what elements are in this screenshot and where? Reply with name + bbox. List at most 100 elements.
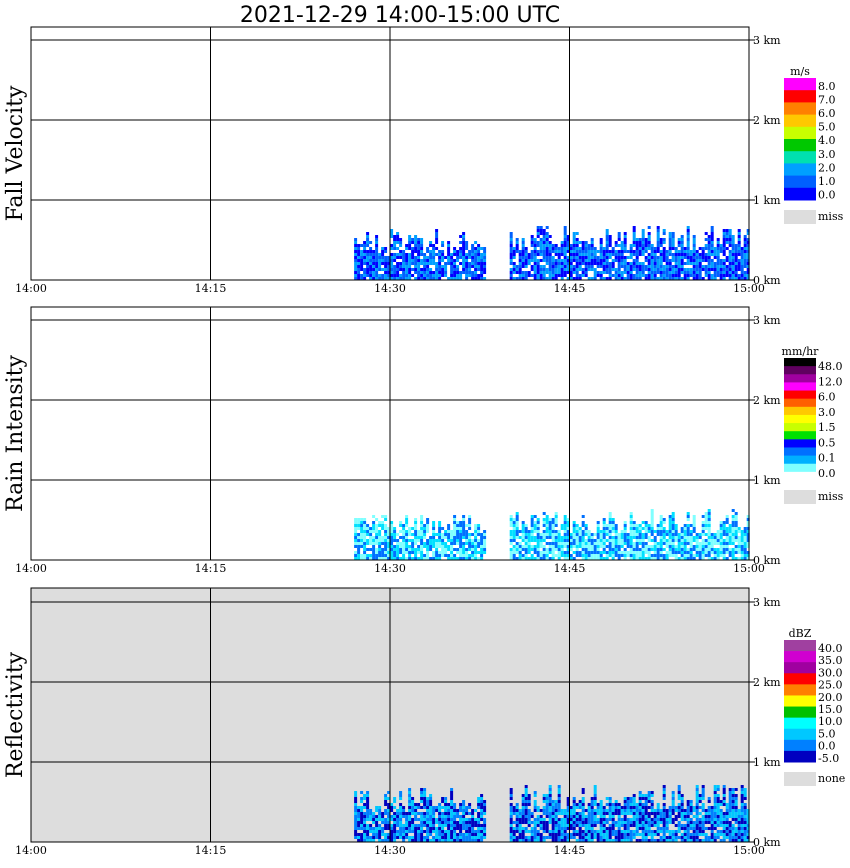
echo-cell bbox=[539, 226, 543, 229]
echo-cell bbox=[524, 809, 528, 812]
echo-cell bbox=[695, 545, 699, 548]
echo-cell bbox=[593, 797, 597, 800]
echo-cell bbox=[468, 274, 472, 277]
echo-cell bbox=[665, 250, 669, 253]
echo-cell bbox=[620, 247, 624, 250]
echo-cell bbox=[656, 818, 660, 821]
echo-cell bbox=[629, 554, 633, 557]
echo-cell bbox=[707, 247, 711, 250]
echo-cell bbox=[659, 253, 663, 256]
echo-cell bbox=[387, 551, 391, 554]
echo-cell bbox=[710, 833, 714, 836]
echo-cell bbox=[369, 539, 373, 542]
echo-cell bbox=[725, 238, 729, 241]
echo-cell bbox=[545, 527, 549, 530]
echo-cell bbox=[611, 554, 615, 557]
echo-cell bbox=[542, 548, 546, 551]
echo-cell bbox=[429, 256, 433, 259]
echo-cell bbox=[480, 554, 484, 557]
echo-cell bbox=[360, 256, 364, 259]
echo-cell bbox=[408, 836, 412, 839]
echo-cell bbox=[680, 241, 684, 244]
echo-cell bbox=[626, 554, 630, 557]
echo-cell bbox=[518, 551, 522, 554]
echo-cell bbox=[662, 527, 666, 530]
echo-cell bbox=[575, 821, 579, 824]
echo-cell bbox=[671, 821, 675, 824]
echo-cell bbox=[632, 548, 636, 551]
echo-cell bbox=[629, 800, 633, 803]
echo-cell bbox=[405, 515, 409, 518]
echo-cell bbox=[737, 241, 741, 244]
echo-cell bbox=[420, 794, 424, 797]
echo-cell bbox=[360, 827, 364, 830]
echo-cell bbox=[572, 797, 576, 800]
echo-cell bbox=[695, 839, 699, 842]
echo-cell bbox=[665, 542, 669, 545]
echo-cell bbox=[420, 524, 424, 527]
echo-cell bbox=[444, 803, 448, 806]
echo-cell bbox=[402, 557, 406, 560]
echo-cell bbox=[668, 536, 672, 539]
echo-cell bbox=[524, 818, 528, 821]
echo-cell bbox=[623, 527, 627, 530]
echo-cell bbox=[707, 551, 711, 554]
echo-cell bbox=[447, 533, 451, 536]
echo-cell bbox=[575, 554, 579, 557]
echo-cell bbox=[465, 271, 469, 274]
echo-cell bbox=[662, 536, 666, 539]
echo-cell bbox=[399, 521, 403, 524]
echo-cell bbox=[369, 830, 373, 833]
echo-cell bbox=[357, 548, 361, 551]
echo-cell bbox=[465, 539, 469, 542]
echo-cell bbox=[357, 521, 361, 524]
echo-cell bbox=[566, 235, 570, 238]
echo-cell bbox=[698, 557, 702, 560]
echo-cell bbox=[521, 271, 525, 274]
echo-cell bbox=[722, 265, 726, 268]
echo-cell bbox=[372, 277, 376, 280]
echo-cell bbox=[459, 821, 463, 824]
echo-cell bbox=[396, 533, 400, 536]
echo-cell bbox=[441, 536, 445, 539]
echo-cell bbox=[710, 235, 714, 238]
echo-cell bbox=[596, 812, 600, 815]
echo-cell bbox=[587, 533, 591, 536]
echo-cell bbox=[686, 836, 690, 839]
echo-cell bbox=[381, 536, 385, 539]
echo-cell bbox=[695, 259, 699, 262]
echo-cell bbox=[656, 262, 660, 265]
echo-cell bbox=[527, 539, 531, 542]
echo-cell bbox=[399, 797, 403, 800]
echo-cell bbox=[483, 545, 487, 548]
echo-cell bbox=[521, 277, 525, 280]
echo-cell bbox=[578, 268, 582, 271]
colorbar-swatch bbox=[784, 471, 816, 481]
echo-cell bbox=[743, 791, 747, 794]
echo-cell bbox=[659, 515, 663, 518]
echo-cell bbox=[375, 241, 379, 244]
echo-cell bbox=[462, 806, 466, 809]
echo-cell bbox=[393, 274, 397, 277]
echo-cell bbox=[372, 821, 376, 824]
echo-cell bbox=[656, 827, 660, 830]
echo-cell bbox=[743, 271, 747, 274]
echo-cell bbox=[459, 277, 463, 280]
echo-cell bbox=[578, 806, 582, 809]
echo-cell bbox=[647, 244, 651, 247]
echo-cell bbox=[551, 809, 555, 812]
echo-cell bbox=[354, 539, 358, 542]
echo-cell bbox=[453, 259, 457, 262]
echo-cell bbox=[474, 557, 478, 560]
echo-cell bbox=[734, 539, 738, 542]
echo-cell bbox=[665, 539, 669, 542]
echo-cell bbox=[405, 824, 409, 827]
echo-cell bbox=[459, 548, 463, 551]
echo-cell bbox=[680, 818, 684, 821]
echo-cell bbox=[411, 818, 415, 821]
echo-cell bbox=[557, 271, 561, 274]
echo-cell bbox=[695, 821, 699, 824]
echo-cell bbox=[572, 536, 576, 539]
echo-cell bbox=[363, 250, 367, 253]
echo-cell bbox=[390, 521, 394, 524]
